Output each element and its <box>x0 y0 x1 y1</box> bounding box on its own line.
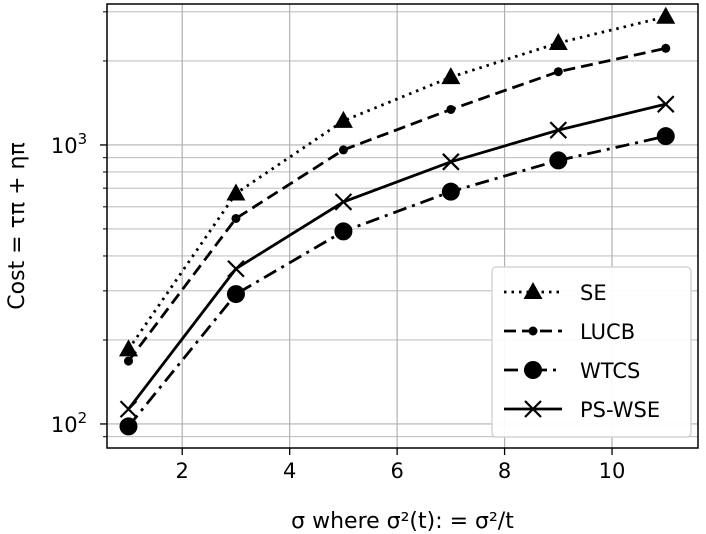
x-marker <box>524 400 542 418</box>
series-lucb <box>123 43 671 366</box>
series-wtcs <box>119 127 675 436</box>
x-marker-stroke <box>656 95 675 113</box>
triangle-marker <box>118 339 138 357</box>
axis-ticks: 2 4 6 8 10 102 103 <box>51 11 626 483</box>
x-tick-label: 10 <box>599 459 626 483</box>
y-axis-label: Cost = τπ + ηπ <box>5 142 30 309</box>
triangle-marker <box>523 282 543 299</box>
dot-marker <box>528 326 538 336</box>
x-marker-stroke <box>524 400 542 418</box>
x-marker <box>334 193 353 211</box>
triangle-marker <box>226 183 246 201</box>
x-marker <box>227 259 245 278</box>
circle-marker <box>656 127 675 146</box>
x-marker <box>442 153 460 171</box>
legend: SE LUCB WTCS PS-WSE <box>491 266 692 438</box>
legend-label: WTCS <box>580 359 640 383</box>
y-tick-label: 102 <box>51 409 87 437</box>
legend-item-ps-wse: PS-WSE <box>504 398 660 422</box>
circle-marker <box>334 222 353 241</box>
circle-marker <box>226 285 245 304</box>
x-marker-stroke <box>334 193 353 211</box>
circle-marker <box>119 417 138 436</box>
dot-marker <box>231 213 241 223</box>
legend-label: LUCB <box>580 320 635 344</box>
legend-label: SE <box>580 281 607 305</box>
x-tick-label: 4 <box>283 459 296 483</box>
series-line-lucb <box>127 46 667 362</box>
dot-marker <box>661 43 671 53</box>
x-tick-label: 8 <box>498 459 511 483</box>
series-line-ps-wse <box>127 102 667 410</box>
circle-marker <box>549 151 568 170</box>
dot-marker <box>123 356 133 366</box>
x-marker <box>119 400 138 418</box>
x-tick-label: 6 <box>390 459 403 483</box>
circle-marker <box>441 182 460 201</box>
grid <box>107 4 698 448</box>
legend-box <box>491 266 692 438</box>
x-marker <box>549 121 568 139</box>
x-tick-label: 2 <box>176 459 189 483</box>
triangle-marker <box>548 32 568 50</box>
triangle-marker <box>656 6 676 24</box>
legend-item-wtcs: WTCS <box>504 359 640 383</box>
x-axis-label: σ where σ²(t): = σ²/t <box>291 509 514 534</box>
series-lines <box>118 6 676 436</box>
circle-marker <box>524 361 542 379</box>
x-marker <box>656 95 675 113</box>
series-line-se <box>127 15 667 351</box>
legend-label: PS-WSE <box>580 398 660 422</box>
x-marker-stroke <box>549 121 568 139</box>
x-marker-stroke <box>227 259 245 278</box>
series-ps-wse <box>119 95 675 418</box>
dot-marker <box>553 67 563 77</box>
triangle-marker <box>333 110 353 128</box>
triangle-marker <box>441 67 461 85</box>
series-se <box>118 6 676 357</box>
plot-frame <box>106 3 699 449</box>
x-marker-stroke <box>442 153 460 171</box>
dot-marker <box>446 104 456 114</box>
y-tick-label: 103 <box>51 130 87 158</box>
series-line-wtcs <box>127 134 667 428</box>
x-marker-stroke <box>119 400 138 418</box>
legend-item-lucb: LUCB <box>504 320 635 344</box>
dot-marker <box>338 145 348 155</box>
legend-item-se: SE <box>504 281 607 305</box>
